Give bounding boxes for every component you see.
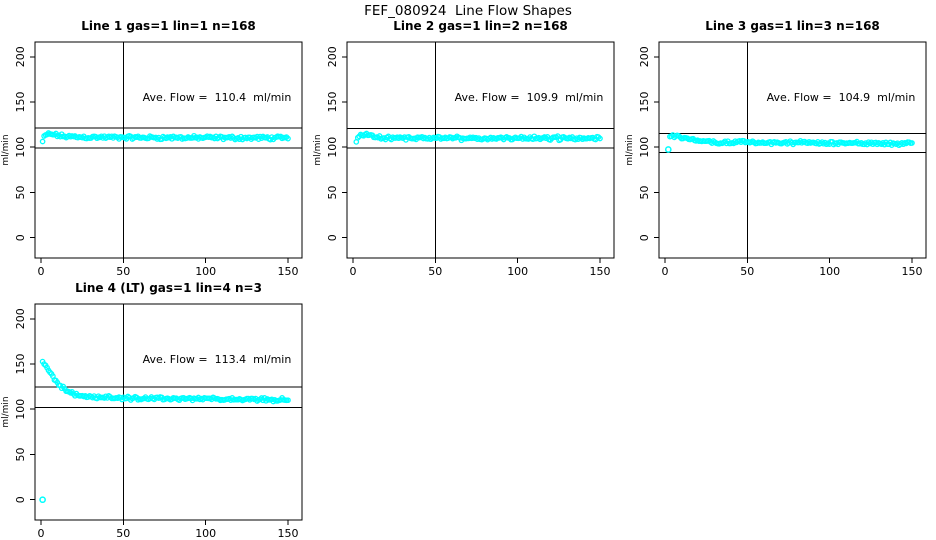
y-tick-label: 150	[326, 92, 339, 113]
x-tick-label: 150	[278, 265, 299, 278]
figure-title: FEF_080924 Line Flow Shapes	[364, 3, 572, 19]
x-tick-label: 150	[902, 265, 923, 278]
y-tick-label: 50	[14, 186, 27, 200]
outlier-point	[39, 496, 46, 504]
x-tick-label: 50	[116, 265, 130, 278]
panel-1: Line 1 gas=1 lin=1 n=168 0 50 100 150 200 0 50 1…	[1, 19, 303, 278]
x-tick-label: 50	[428, 265, 442, 278]
y-tick-label: 0	[638, 234, 651, 241]
data-point	[597, 135, 603, 142]
data-point	[39, 138, 46, 145]
x-tick-label: 0	[662, 265, 669, 278]
y-tick-label: 50	[638, 186, 651, 200]
ave-flow-annotation: Ave. Flow = 113.4 ml/min	[143, 353, 292, 366]
plot-box	[658, 41, 927, 259]
panel-title: Line 4 (LT) gas=1 lin=4 n=3	[75, 281, 262, 295]
y-tick-label: 150	[14, 354, 27, 375]
x-tick-label: 150	[590, 265, 611, 278]
y-tick-label: 150	[638, 92, 651, 113]
x-tick-label: 100	[195, 265, 216, 278]
x-tick-label: 0	[350, 265, 357, 278]
y-tick-label: 200	[14, 46, 27, 67]
y-tick-label: 0	[14, 234, 27, 241]
panel-2: Line 2 gas=1 lin=2 n=168 0 50 100 150 200 0 50 1…	[313, 19, 615, 278]
y-tick-label: 100	[14, 399, 27, 420]
x-tick-label: 100	[507, 265, 528, 278]
y-tick-label: 150	[14, 92, 27, 113]
data-point	[909, 140, 915, 146]
y-axis-label: ml/min	[625, 134, 635, 165]
y-tick-label: 100	[14, 137, 27, 158]
ave-flow-annotation: Ave. Flow = 104.9 ml/min	[767, 91, 916, 104]
y-tick-label: 0	[326, 234, 339, 241]
y-tick-label: 0	[14, 496, 27, 503]
x-tick-label: 100	[819, 265, 840, 278]
plot-box	[346, 41, 615, 259]
plot-box	[34, 303, 303, 521]
data-point	[285, 397, 291, 404]
y-tick-label: 100	[326, 137, 339, 158]
data-point	[229, 133, 236, 140]
y-tick-label: 50	[14, 448, 27, 462]
x-tick-label: 0	[38, 527, 45, 540]
y-tick-label: 200	[14, 308, 27, 329]
panel-3: Line 3 gas=1 lin=3 n=168 0 50 100 150 200 0 50 1…	[625, 19, 927, 278]
outlier-point	[664, 146, 672, 153]
plot-box	[34, 41, 303, 259]
y-tick-label: 200	[326, 46, 339, 67]
x-tick-label: 150	[278, 527, 299, 540]
panel-title: Line 3 gas=1 lin=3 n=168	[705, 19, 880, 33]
panel-title: Line 2 gas=1 lin=2 n=168	[393, 19, 568, 33]
y-tick-label: 50	[326, 186, 339, 200]
data-point	[285, 135, 291, 142]
y-axis-label: ml/min	[1, 396, 11, 427]
ave-flow-annotation: Ave. Flow = 110.4 ml/min	[143, 91, 292, 104]
x-tick-label: 50	[116, 527, 130, 540]
panel-title: Line 1 gas=1 lin=1 n=168	[81, 19, 256, 33]
y-axis-label: ml/min	[313, 134, 323, 165]
y-tick-label: 200	[638, 46, 651, 67]
ave-flow-annotation: Ave. Flow = 109.9 ml/min	[455, 91, 604, 104]
x-tick-label: 0	[38, 265, 45, 278]
x-tick-label: 100	[195, 527, 216, 540]
y-axis-label: ml/min	[1, 134, 11, 165]
y-tick-label: 100	[638, 137, 651, 158]
x-tick-label: 50	[740, 265, 754, 278]
panel-4: Line 4 (LT) gas=1 lin=4 n=3 0 50 100 150 200 0…	[1, 281, 303, 540]
